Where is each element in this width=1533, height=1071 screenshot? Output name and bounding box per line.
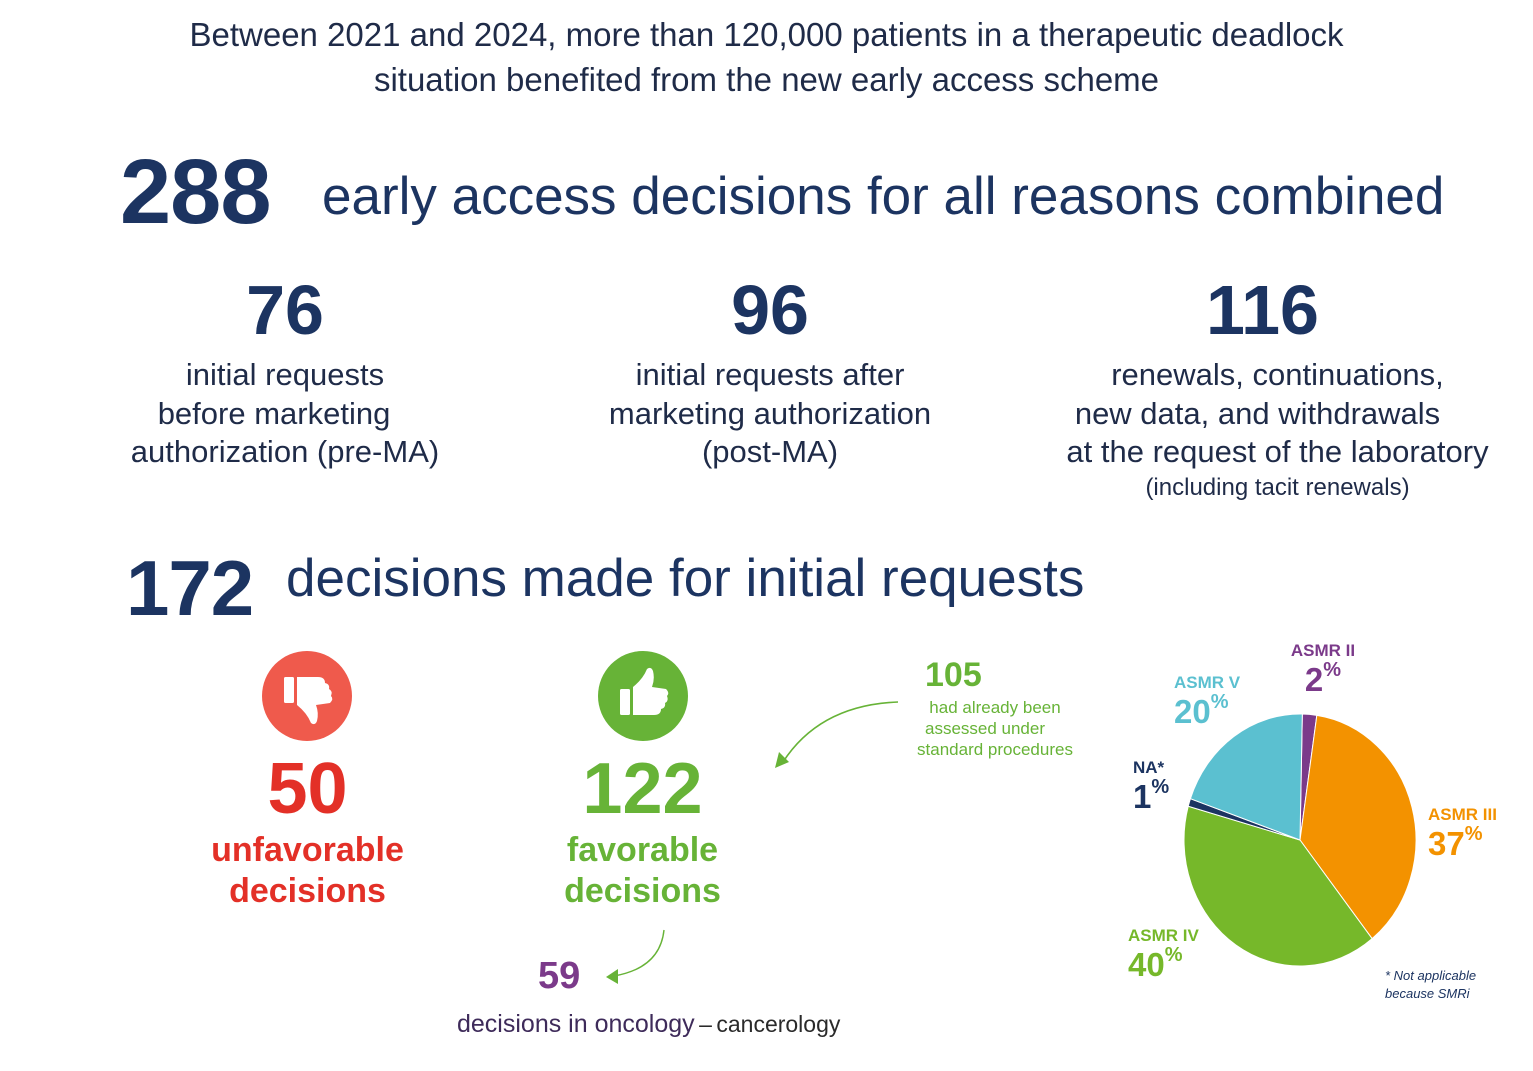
pie-pct-value: 40 [1128,946,1165,983]
pie-slice-asmr-iv [1183,805,1373,967]
stat-line: renewals, continuations, [1111,357,1444,392]
stat-renewals-number: 116 [1206,271,1319,349]
stat-post-ma-text: initial requests after marketing authori… [590,356,950,472]
pie-label-pct: 40% [1128,944,1199,984]
favorable-label-1: favorable [566,831,719,869]
stat-line: before marketing [157,395,391,431]
arrow-oncology-head [606,969,618,984]
unfavorable-circle [262,651,352,741]
favorable-number: 122 [582,749,703,829]
pie-pct-value: 2 [1304,661,1324,698]
stat-renewals-text: renewals, continuations, new data, and w… [1050,356,1505,472]
stat-post-ma: 96 initial requests after marketing auth… [590,270,950,472]
pie-pct-value: 1 [1133,778,1152,815]
assessed-line: standard procedures [917,740,1073,759]
favorable-circle [598,651,688,741]
pie-footnote: * Not applicable because SMRi [1385,967,1476,1003]
pie-label-pct: 37% [1428,823,1497,863]
unfavorable-label-2: decisions [229,872,386,910]
pie-pct-sign: % [1323,659,1342,681]
pie-slice-asmr-iii [1299,714,1417,940]
unfavorable-block: 50 unfavorable decisions [200,748,415,912]
oncology-number: 59 [538,955,581,997]
pie-label-asmr-v: ASMR V 20% [1174,673,1240,731]
assessed-text: had already been assessed under standard… [905,697,1085,760]
pie-label-na: NA* 1% [1133,758,1169,816]
stat-pre-ma-text: initial requests before marketing author… [115,356,455,472]
arrow-oncology [613,929,665,977]
thumbs-up-icon [620,667,669,715]
pie-label-name: NA* [1133,758,1165,777]
arrow-assessed-head [775,752,789,768]
pie-label-asmr-ii: ASMR II 2% [1288,641,1358,699]
total-decisions-number: 288 [120,141,271,243]
initial-decisions-label: decisions made for initial requests [286,549,1085,608]
pie-pct-sign: % [1210,691,1229,713]
pie-label-pct: 2% [1288,659,1358,699]
oncology-text-2: cancerology [716,1011,841,1037]
stat-line: initial requests [185,357,385,392]
pie-footnote-line: * Not applicable [1385,968,1477,983]
stat-renewals-note: (including tacit renewals) [1145,473,1410,501]
stat-line: authorization (pre-MA) [130,434,440,469]
stat-line: at the request of the laboratory [1066,434,1489,469]
pie-pct-value: 37 [1428,825,1465,862]
pie-slice-asmr-v [1189,713,1303,841]
stat-line: new data, and withdrawals [1074,395,1441,431]
assessed-line: had already been [929,698,1061,717]
pie-label-pct: 1% [1133,776,1170,816]
pie-pct-value: 20 [1174,693,1211,730]
stat-post-ma-number: 96 [731,271,809,349]
assessed-line: assessed under [924,719,1046,738]
total-decisions-label: early access decisions for all reasons c… [322,167,1445,226]
stat-line: initial requests after [635,357,905,392]
headline-line-1: Between 2021 and 2024, more than 120,000… [189,16,1344,53]
initial-decisions-number: 172 [126,544,254,632]
oncology-text: decisions in oncology [457,1010,695,1038]
pie-footnote-line: because SMRi [1385,986,1470,1001]
headline-line-2: situation benefited from the new early a… [373,61,1160,98]
pie-label-name: ASMR III [1428,805,1497,824]
favorable-label-2: decisions [564,872,721,910]
pie-label-name: ASMR IV [1128,926,1199,945]
stat-line: marketing authorization [608,395,932,431]
oncology-dash: – [699,1011,712,1037]
unfavorable-label-1: unfavorable [211,831,404,869]
favorable-block: 122 favorable decisions [535,748,750,912]
pie-label-name: ASMR V [1174,673,1241,692]
asmr-pie-chart [1183,713,1417,967]
pie-pct-sign: % [1151,776,1170,798]
unfavorable-number: 50 [267,749,348,829]
pie-label-asmr-iii: ASMR III 37% [1428,805,1497,863]
pie-label-pct: 20% [1174,691,1240,731]
pie-label-name: ASMR II [1290,641,1356,660]
stat-pre-ma: 76 initial requests before marketing aut… [115,270,455,472]
assessed-number: 105 [925,656,982,694]
pie-pct-sign: % [1464,823,1483,845]
stat-renewals: 116 renewals, continuations, new data, a… [1050,270,1505,502]
pie-label-asmr-iv: ASMR IV 40% [1128,926,1199,984]
thumbs-down-icon [284,677,333,725]
stat-line: (post-MA) [701,434,839,469]
arrow-assessed [782,701,899,763]
pie-pct-sign: % [1164,944,1183,966]
oncology-label: decisions in oncology – cancerology [457,1010,840,1039]
stat-pre-ma-number: 76 [246,271,324,349]
